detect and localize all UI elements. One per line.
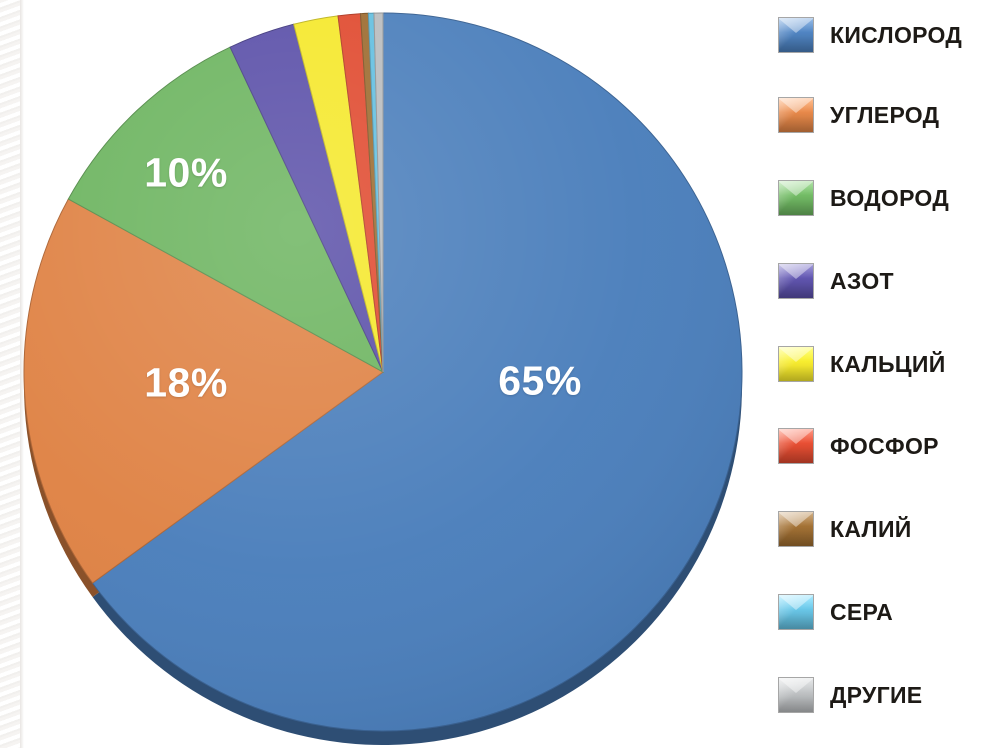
- swatch-fill: [779, 512, 813, 546]
- swatch-bevel-triangle: [779, 264, 813, 279]
- legend-item-3[interactable]: ВОДОРОД: [770, 178, 949, 218]
- legend-label-6: ФОСФОР: [830, 432, 939, 459]
- legend-item-4[interactable]: АЗОТ: [770, 261, 894, 301]
- scan-edge-artifact: [0, 0, 22, 748]
- legend-label-8: СЕРА: [830, 598, 894, 625]
- legend-item-8[interactable]: СЕРА: [770, 592, 893, 632]
- legend-label-1: КИСЛОРОД: [830, 21, 963, 48]
- swatch-bevel-sheen: [779, 512, 813, 546]
- swatch-fill: [779, 429, 813, 463]
- legend-label-4: АЗОТ: [830, 267, 894, 294]
- swatch-bevel-sheen: [779, 429, 813, 463]
- swatch-bevel-sheen: [779, 678, 813, 712]
- legend-item-9[interactable]: ДРУГИЕ: [770, 675, 922, 715]
- legend-swatch-calcium: [778, 346, 814, 382]
- legend-swatch-sulfur: [778, 594, 814, 630]
- swatch-bevel-sheen: [779, 595, 813, 629]
- swatch-fill: [779, 347, 813, 381]
- swatch-bevel-sheen: [779, 18, 813, 52]
- swatch-bevel-triangle: [779, 678, 813, 693]
- swatch-fill: [779, 98, 813, 132]
- legend-label-2: УГЛЕРОД: [830, 101, 940, 128]
- legend-label-7: КАЛИЙ: [830, 515, 912, 542]
- swatch-bevel-triangle: [779, 181, 813, 196]
- swatch-bevel-triangle: [779, 595, 813, 610]
- chart-legend: КИСЛОРОД УГЛЕРОД ВОДОРОД АЗОТ КАЛЬЦИЙ ФОСФОР К…: [770, 0, 1002, 748]
- legend-swatch-phosphorus: [778, 428, 814, 464]
- legend-item-2[interactable]: УГЛЕРОД: [770, 95, 939, 135]
- legend-item-1[interactable]: КИСЛОРОД: [770, 15, 962, 55]
- swatch-bevel-sheen: [779, 98, 813, 132]
- swatch-bevel-sheen: [779, 347, 813, 381]
- pie-gloss-overlay: [24, 13, 742, 731]
- legend-label-9: ДРУГИЕ: [830, 681, 923, 708]
- scan-edge-artifact-fade: [20, 0, 24, 748]
- legend-swatch-potassium: [778, 511, 814, 547]
- swatch-bevel-sheen: [779, 181, 813, 215]
- swatch-bevel-sheen: [779, 264, 813, 298]
- pie-chart-area: КИСЛОРОД 65%УГЛЕРОД 18%ВОДОРОД 10%АЗОТКА…: [23, 12, 743, 746]
- legend-label-3: ВОДОРОД: [830, 184, 950, 211]
- swatch-fill: [779, 18, 813, 52]
- legend-item-6[interactable]: ФОСФОР: [770, 426, 939, 466]
- legend-item-7[interactable]: КАЛИЙ: [770, 509, 912, 549]
- legend-item-5[interactable]: КАЛЬЦИЙ: [770, 344, 946, 384]
- legend-swatch-other: [778, 677, 814, 713]
- swatch-fill: [779, 264, 813, 298]
- swatch-fill: [779, 595, 813, 629]
- swatch-bevel-triangle: [779, 18, 813, 33]
- pie-svg: КИСЛОРОД 65%УГЛЕРОД 18%ВОДОРОД 10%АЗОТКА…: [23, 12, 743, 746]
- swatch-bevel-triangle: [779, 429, 813, 444]
- legend-label-5: КАЛЬЦИЙ: [830, 350, 946, 377]
- swatch-fill: [779, 181, 813, 215]
- swatch-bevel-triangle: [779, 512, 813, 527]
- legend-swatch-nitrogen: [778, 263, 814, 299]
- legend-swatch-hydrogen: [778, 180, 814, 216]
- swatch-bevel-triangle: [779, 347, 813, 362]
- swatch-fill: [779, 678, 813, 712]
- swatch-bevel-triangle: [779, 98, 813, 113]
- legend-swatch-carbon: [778, 97, 814, 133]
- legend-swatch-oxygen: [778, 17, 814, 53]
